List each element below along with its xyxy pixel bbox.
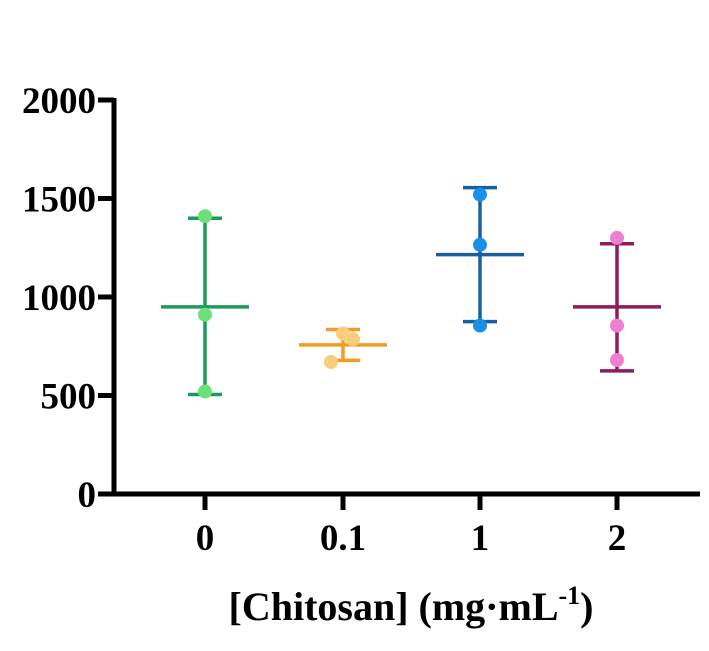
- x-tick-label: 1: [471, 518, 490, 559]
- data-point: [610, 230, 624, 245]
- series-1: [436, 185, 524, 333]
- data-point: [198, 307, 212, 322]
- data-point: [324, 355, 338, 370]
- y-axis-ticks: 0 500 1000 1500 2000: [22, 81, 114, 516]
- x-tick-label: 0: [196, 518, 215, 559]
- series-0.1: [299, 326, 387, 370]
- data-point: [473, 237, 487, 252]
- data-point: [198, 384, 212, 399]
- data-point: [610, 353, 624, 368]
- data-point: [473, 318, 487, 333]
- x-axis-title-superscript: -1: [559, 581, 581, 610]
- data-marks: [161, 185, 661, 399]
- x-axis-title-close: ): [580, 584, 593, 629]
- x-tick-label: 0.1: [320, 518, 366, 559]
- data-point: [610, 318, 624, 333]
- x-axis-ticks: 0 0.1 1 2: [196, 494, 627, 559]
- series-2: [573, 230, 661, 373]
- data-point: [198, 209, 212, 224]
- y-tick-label: 1000: [22, 278, 96, 319]
- x-tick-label: 2: [608, 518, 627, 559]
- y-tick-label: 1500: [22, 180, 96, 221]
- data-point: [346, 332, 360, 347]
- x-axis-title-main: [Chitosan] (mg·mL: [229, 584, 559, 629]
- y-tick-label: 2000: [22, 81, 96, 122]
- series-0: [161, 209, 249, 399]
- y-tick-label: 500: [41, 377, 97, 418]
- y-tick-label: 0: [78, 475, 97, 516]
- x-axis-title: [Chitosan] (mg·mL-1): [229, 581, 594, 629]
- data-point: [473, 187, 487, 202]
